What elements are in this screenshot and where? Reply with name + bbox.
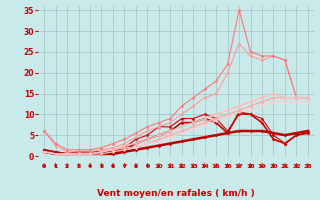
X-axis label: Vent moyen/en rafales ( km/h ): Vent moyen/en rafales ( km/h ) bbox=[97, 189, 255, 198]
